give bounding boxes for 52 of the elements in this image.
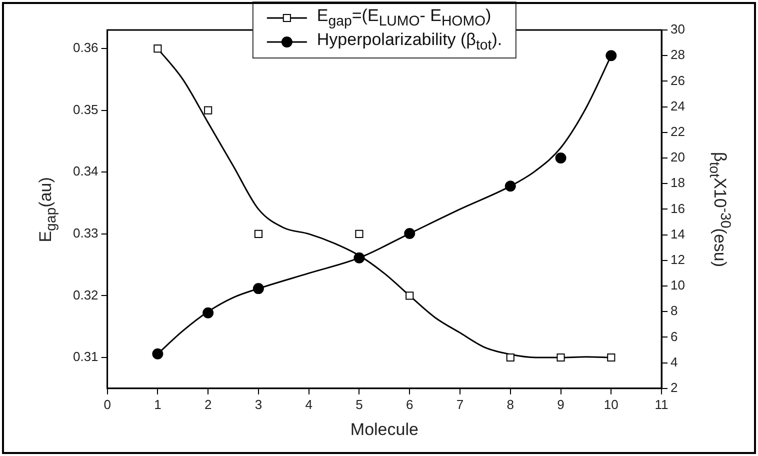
y2-tick-label: 16 xyxy=(670,200,686,216)
y-tick-label: 0.32 xyxy=(72,287,98,302)
y-tick-label: 0.31 xyxy=(72,349,98,364)
point xyxy=(204,106,212,114)
x-tick-label: 9 xyxy=(557,396,564,412)
x-tick-label: 0 xyxy=(104,396,111,412)
point xyxy=(506,353,514,362)
x-tick-label: 5 xyxy=(356,396,363,412)
point xyxy=(607,353,616,362)
y2-tick-label: 20 xyxy=(670,150,686,165)
y2-tick-label: 8 xyxy=(670,303,678,318)
y2-tick-label: 14 xyxy=(670,226,686,242)
x-tick-label: 2 xyxy=(204,396,212,412)
legend-label: Hyperpolarizability (β$_{tot}$). xyxy=(316,30,502,54)
point xyxy=(354,252,365,264)
point xyxy=(254,230,262,238)
point xyxy=(154,44,162,53)
x-tick-label: 11 xyxy=(654,396,668,412)
x-tick-label: 3 xyxy=(254,396,262,412)
point xyxy=(252,283,264,294)
x-tick-label: 8 xyxy=(506,396,514,412)
point xyxy=(556,353,565,362)
y2-tick-label: 10 xyxy=(670,278,686,293)
point xyxy=(406,292,414,300)
x-tick-label: 7 xyxy=(456,396,464,412)
y2-tick-label: 2 xyxy=(670,380,678,395)
y2-tick-label: 22 xyxy=(670,124,686,139)
point xyxy=(202,307,214,318)
legend-label: E$_{gap}$=(E$_{LUMO}$- E$_{HOMO}$) xyxy=(316,6,492,30)
y2-tick-label: 12 xyxy=(670,252,686,267)
point xyxy=(152,348,164,360)
y2-tick-label: 6 xyxy=(670,328,678,344)
point xyxy=(355,230,364,238)
x-tick-label: 1 xyxy=(154,396,162,412)
point xyxy=(504,180,516,192)
y2-tick-label: 28 xyxy=(670,47,686,62)
y2-tick-label: 4 xyxy=(670,354,678,370)
y-tick-label: 0.35 xyxy=(72,102,98,117)
y2-tick-label: 18 xyxy=(670,175,686,190)
x-tick-label: 6 xyxy=(406,396,414,412)
x-axis-title: Molecule xyxy=(350,420,418,440)
point xyxy=(555,152,566,164)
y2-tick-label: 30 xyxy=(670,22,686,37)
x-tick-label: 4 xyxy=(305,396,312,412)
y-tick-label: 0.36 xyxy=(72,40,98,56)
y-tick-label: 0.33 xyxy=(72,225,98,240)
y2-tick-label: 24 xyxy=(670,98,686,114)
point xyxy=(404,228,416,240)
x-tick-label: 10 xyxy=(604,396,618,412)
y-tick-label: 0.34 xyxy=(72,164,98,179)
y2-tick-label: 26 xyxy=(670,72,686,88)
point xyxy=(606,50,617,62)
